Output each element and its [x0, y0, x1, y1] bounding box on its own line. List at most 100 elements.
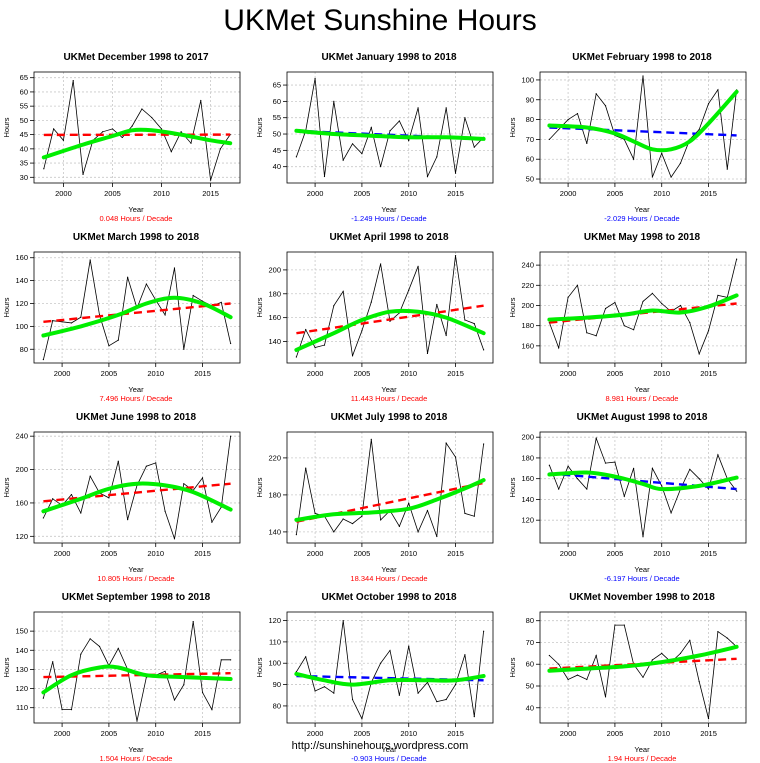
data-point: [455, 684, 456, 685]
data-point: [53, 128, 54, 129]
data-point: [605, 308, 606, 309]
x-tick-label: 2005: [101, 369, 118, 378]
y-axis-label: Hours: [2, 297, 11, 317]
data-point: [586, 679, 587, 680]
x-tick-label: 2005: [607, 189, 624, 198]
data-point: [474, 716, 475, 717]
trend-label: 11.443 Hours / Decade: [351, 394, 428, 403]
data-point: [596, 655, 597, 656]
data-point: [221, 302, 222, 303]
x-tick-label: 2000: [307, 729, 324, 738]
data-point: [427, 510, 428, 511]
plot-frame: [34, 432, 240, 543]
data-point: [427, 176, 428, 177]
data-point: [436, 701, 437, 702]
data-point: [680, 163, 681, 164]
data-point: [483, 443, 484, 444]
data-point: [80, 317, 81, 318]
data-point: [71, 709, 72, 710]
y-tick-label: 45: [20, 130, 28, 139]
data-point: [183, 483, 184, 484]
data-point: [361, 153, 362, 154]
data-point: [483, 349, 484, 350]
y-tick-label: 90: [273, 680, 281, 689]
data-point: [211, 709, 212, 710]
data-point: [689, 469, 690, 470]
data-point: [181, 131, 182, 132]
data-point: [624, 325, 625, 326]
data-point: [567, 119, 568, 120]
data-point: [43, 359, 44, 360]
x-tick-label: 2005: [354, 549, 371, 558]
data-point: [90, 259, 91, 260]
y-tick-label: 100: [521, 75, 534, 84]
plot-frame: [287, 612, 493, 723]
data-point: [417, 107, 418, 108]
data-point: [80, 512, 81, 513]
x-tick-label: 2000: [307, 189, 324, 198]
plot-frame: [540, 612, 746, 723]
x-tick-label: 2015: [700, 189, 717, 198]
data-point: [343, 620, 344, 621]
data-point: [586, 143, 587, 144]
data-point: [464, 654, 465, 655]
data-point: [174, 267, 175, 268]
data-point: [464, 513, 465, 514]
data-point: [211, 522, 212, 523]
trend-label: 8.981 Hours / Decade: [606, 394, 679, 403]
data-point: [314, 78, 315, 79]
x-tick-label: 2000: [54, 369, 71, 378]
y-tick-label: 150: [15, 627, 28, 636]
data-point: [567, 679, 568, 680]
data-point: [652, 468, 653, 469]
data-point: [71, 494, 72, 495]
smooth-curve: [549, 295, 736, 319]
x-tick-label: 2015: [202, 189, 219, 198]
y-tick-label: 180: [268, 490, 281, 499]
y-tick-label: 60: [20, 87, 28, 96]
data-point: [717, 631, 718, 632]
data-point: [52, 320, 53, 321]
y-tick-label: 160: [15, 253, 28, 262]
data-point: [483, 631, 484, 632]
x-tick-label: 2005: [354, 369, 371, 378]
x-tick-label: 2010: [147, 729, 164, 738]
chart-title: UKMet September 1998 to 2018: [62, 592, 211, 603]
y-tick-label: 180: [521, 321, 534, 330]
y-tick-label: 200: [521, 301, 534, 310]
y-tick-label: 200: [268, 265, 281, 274]
data-point: [43, 168, 44, 169]
x-tick-label: 2015: [194, 369, 211, 378]
y-tick-label: 65: [273, 81, 281, 90]
data-point: [670, 176, 671, 177]
data-point: [108, 497, 109, 498]
data-point: [399, 695, 400, 696]
data-point: [558, 664, 559, 665]
x-tick-label: 2005: [354, 189, 371, 198]
y-tick-label: 220: [521, 281, 534, 290]
data-point: [352, 523, 353, 524]
data-point: [708, 330, 709, 331]
y-tick-label: 30: [20, 173, 28, 182]
data-point: [567, 466, 568, 467]
y-tick-label: 60: [526, 155, 534, 164]
footer-url[interactable]: http://sunshinehours.wordpress.com: [0, 740, 760, 752]
data-point: [305, 467, 306, 468]
smooth-curve: [43, 484, 230, 512]
data-point: [417, 266, 418, 267]
x-tick-label: 2005: [354, 729, 371, 738]
x-axis-label: Year: [381, 205, 397, 214]
data-point: [417, 531, 418, 532]
y-axis-label: Hours: [255, 477, 264, 497]
y-tick-label: 50: [20, 116, 28, 125]
data-point: [661, 153, 662, 154]
data-point: [73, 80, 74, 81]
data-point: [614, 624, 615, 625]
x-tick-label: 2000: [560, 369, 577, 378]
data-point: [122, 137, 123, 138]
x-tick-label: 2010: [653, 549, 670, 558]
